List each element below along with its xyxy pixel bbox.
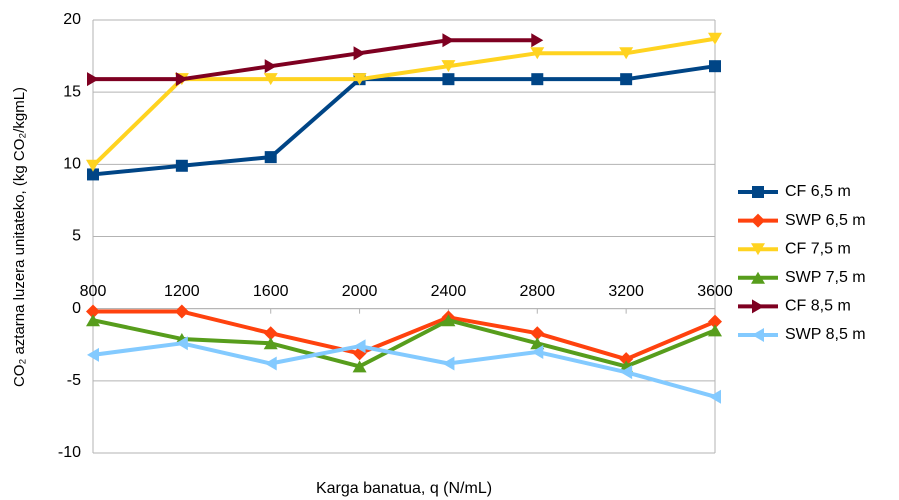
y-tick-label: 5 bbox=[72, 228, 81, 245]
legend-label: CF 7,5 m bbox=[785, 240, 851, 257]
series-line bbox=[91, 36, 716, 168]
legend-marker bbox=[751, 213, 765, 228]
data-point bbox=[530, 337, 545, 350]
data-point bbox=[531, 73, 544, 86]
data-point bbox=[86, 304, 100, 319]
data-point bbox=[441, 314, 456, 327]
y-tick-label: 15 bbox=[63, 83, 81, 100]
data-point bbox=[620, 365, 633, 380]
data-point bbox=[86, 159, 100, 172]
data-point bbox=[175, 159, 188, 172]
legend-label: SWP 6,5 m bbox=[785, 212, 866, 229]
legend-marker bbox=[752, 186, 764, 198]
data-point bbox=[441, 60, 456, 73]
y-tick-label: 0 bbox=[72, 300, 81, 317]
data-point bbox=[352, 73, 367, 86]
data-point bbox=[708, 324, 722, 337]
data-point bbox=[175, 72, 188, 87]
legend-label: CF 8,5 m bbox=[785, 298, 851, 315]
data-point bbox=[263, 73, 278, 86]
data-point bbox=[530, 326, 545, 341]
data-point bbox=[619, 47, 634, 60]
series-line bbox=[93, 38, 538, 82]
data-point bbox=[620, 73, 633, 86]
y-axis-label: CO₂ aztarna luzera unitateko, (kg CO₂/kg… bbox=[11, 87, 28, 387]
data-point bbox=[263, 326, 278, 341]
legend-marker bbox=[752, 328, 764, 342]
legend-marker bbox=[751, 271, 765, 284]
data-point bbox=[708, 32, 722, 45]
x-tick-label: 2800 bbox=[519, 283, 555, 300]
y-tick-label: 20 bbox=[63, 11, 81, 28]
data-point bbox=[530, 47, 545, 60]
x-tick-label: 800 bbox=[80, 283, 107, 300]
data-point bbox=[264, 59, 277, 74]
y-tick-label: -5 bbox=[67, 372, 81, 389]
data-point bbox=[174, 304, 189, 319]
series-line bbox=[93, 309, 716, 362]
x-tick-label: 1200 bbox=[164, 283, 200, 300]
legend-label: SWP 7,5 m bbox=[785, 269, 866, 286]
data-point bbox=[709, 389, 721, 404]
legend-marker bbox=[751, 243, 765, 256]
legend-label: SWP 8,5 m bbox=[785, 326, 866, 343]
data-point bbox=[442, 73, 455, 86]
data-point bbox=[708, 314, 722, 329]
x-tick-label: 2000 bbox=[342, 283, 378, 300]
series-line bbox=[92, 64, 716, 177]
data-point bbox=[87, 168, 99, 181]
data-point bbox=[264, 151, 277, 164]
y-tick-label: -10 bbox=[58, 444, 81, 461]
data-point bbox=[264, 356, 277, 371]
data-point bbox=[175, 336, 188, 351]
data-point bbox=[442, 356, 455, 371]
x-tick-label: 3600 bbox=[697, 283, 733, 300]
data-point bbox=[86, 314, 100, 327]
data-point bbox=[87, 72, 99, 87]
x-tick-label: 2400 bbox=[431, 283, 467, 300]
data-point bbox=[352, 360, 367, 373]
data-point bbox=[531, 344, 544, 359]
data-point bbox=[353, 46, 366, 61]
data-point bbox=[442, 33, 455, 48]
data-point bbox=[87, 347, 99, 362]
series-line bbox=[92, 318, 716, 369]
data-point bbox=[531, 33, 544, 48]
x-tick-label: 3200 bbox=[608, 283, 644, 300]
y-tick-label: 10 bbox=[63, 156, 81, 173]
x-tick-label: 1600 bbox=[253, 283, 289, 300]
data-point bbox=[709, 60, 721, 73]
data-point bbox=[263, 337, 278, 350]
x-axis-label: Karga banatua, q (N/mL) bbox=[316, 480, 492, 497]
legend-marker bbox=[752, 299, 764, 314]
legend-label: CF 6,5 m bbox=[785, 183, 851, 200]
data-point bbox=[619, 352, 634, 367]
data-point bbox=[353, 339, 366, 354]
series-line bbox=[92, 341, 716, 399]
